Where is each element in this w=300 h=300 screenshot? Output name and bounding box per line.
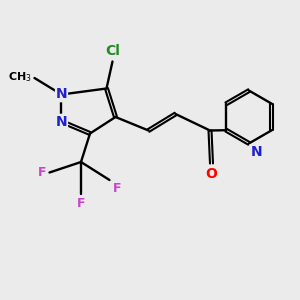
Text: F: F <box>113 182 122 194</box>
Text: O: O <box>206 167 218 181</box>
Text: N: N <box>56 115 67 128</box>
Text: N: N <box>56 88 67 101</box>
Text: N: N <box>250 145 262 159</box>
Text: F: F <box>77 197 85 210</box>
Text: F: F <box>38 166 46 179</box>
Text: Cl: Cl <box>105 44 120 58</box>
Text: CH$_3$: CH$_3$ <box>8 70 32 84</box>
